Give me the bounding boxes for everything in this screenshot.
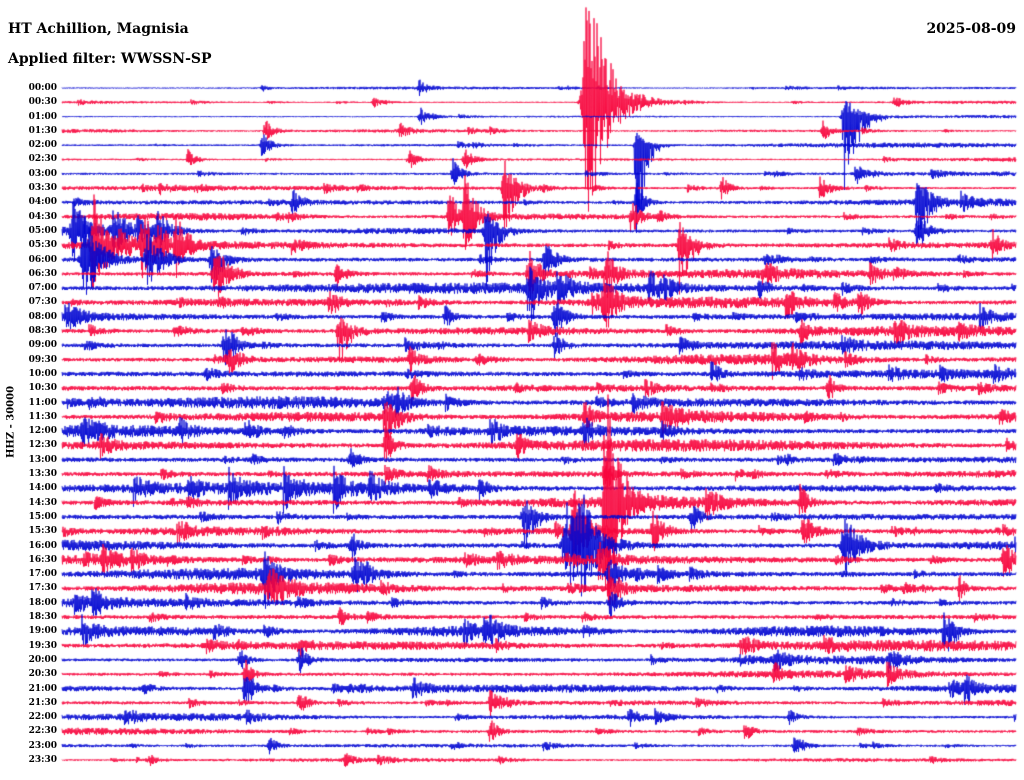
time-label: 01:00 — [28, 111, 57, 122]
time-label: 15:00 — [28, 511, 57, 522]
time-label: 10:00 — [28, 368, 57, 379]
filter-label: Applied filter: WWSSN-SP — [8, 51, 212, 67]
time-label: 22:00 — [28, 712, 57, 723]
time-label: 14:00 — [28, 483, 57, 494]
time-label: 10:30 — [28, 383, 57, 394]
time-label: 03:00 — [28, 168, 57, 179]
time-label: 18:00 — [28, 597, 57, 608]
time-label: 02:00 — [28, 140, 57, 151]
time-label: 18:30 — [28, 612, 57, 623]
time-label: 13:30 — [28, 469, 57, 480]
time-label: 23:30 — [28, 755, 57, 765]
time-label: 02:30 — [28, 154, 57, 165]
time-label: 07:30 — [28, 297, 57, 308]
time-label: 09:00 — [28, 340, 57, 351]
time-label: 12:30 — [28, 440, 57, 451]
time-label: 06:30 — [28, 268, 57, 279]
time-label: 19:30 — [28, 640, 57, 651]
time-label: 11:30 — [28, 411, 57, 422]
time-label: 11:00 — [28, 397, 57, 408]
time-label: 22:30 — [28, 726, 57, 737]
time-label: 14:30 — [28, 497, 57, 508]
time-label: 21:30 — [28, 697, 57, 708]
time-label: 07:00 — [28, 283, 57, 294]
time-label: 01:30 — [28, 125, 57, 136]
time-label: 06:00 — [28, 254, 57, 265]
time-label: 20:00 — [28, 654, 57, 665]
time-label: 05:30 — [28, 240, 57, 251]
time-label: 04:30 — [28, 211, 57, 222]
time-label: 20:30 — [28, 669, 57, 680]
time-label: 08:30 — [28, 326, 57, 337]
time-label: 03:30 — [28, 183, 57, 194]
time-label: 16:30 — [28, 554, 57, 565]
time-label: 13:00 — [28, 454, 57, 465]
time-label: 23:00 — [28, 740, 57, 751]
time-label: 21:00 — [28, 683, 57, 694]
time-label: 08:00 — [28, 311, 57, 322]
time-label: 12:00 — [28, 426, 57, 437]
time-label: 05:00 — [28, 225, 57, 236]
time-label: 17:30 — [28, 583, 57, 594]
time-label: 15:30 — [28, 526, 57, 537]
time-label: 19:00 — [28, 626, 57, 637]
station-title: HT Achillion, Magnisia — [8, 21, 189, 37]
time-label: 00:30 — [28, 97, 57, 108]
time-label: 17:00 — [28, 569, 57, 580]
time-label: 00:00 — [28, 83, 57, 93]
time-label: 16:00 — [28, 540, 57, 551]
date-label: 2025-08-09 — [926, 21, 1016, 37]
time-label: 09:30 — [28, 354, 57, 365]
time-label: 04:00 — [28, 197, 57, 208]
